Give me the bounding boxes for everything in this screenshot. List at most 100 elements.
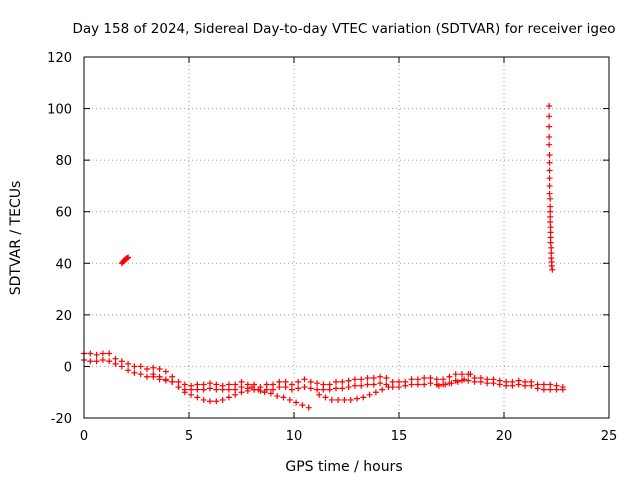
data-point bbox=[316, 391, 323, 398]
data-point bbox=[364, 381, 371, 388]
data-point bbox=[341, 396, 348, 403]
data-point bbox=[286, 396, 293, 403]
x-tick-label: 0 bbox=[80, 429, 88, 444]
data-point bbox=[194, 381, 201, 388]
data-point bbox=[326, 381, 333, 388]
series-streak-10h bbox=[249, 384, 312, 411]
data-point bbox=[270, 386, 276, 393]
data-point bbox=[320, 386, 327, 393]
chart-title: Day 158 of 2024, Sidereal Day-to-day VTE… bbox=[72, 21, 615, 37]
data-point bbox=[322, 394, 329, 401]
data-point bbox=[427, 380, 434, 387]
data-point bbox=[144, 366, 150, 373]
data-point bbox=[546, 190, 553, 197]
data-point bbox=[106, 358, 113, 365]
data-point bbox=[446, 373, 453, 380]
data-point bbox=[484, 380, 491, 387]
data-point bbox=[320, 381, 327, 388]
data-point bbox=[546, 175, 553, 182]
data-point bbox=[295, 385, 302, 392]
data-point bbox=[270, 381, 276, 388]
data-point bbox=[377, 373, 384, 380]
data-point bbox=[427, 375, 434, 382]
data-point bbox=[370, 375, 377, 382]
data-point bbox=[219, 386, 226, 393]
data-point bbox=[465, 377, 472, 384]
data-point bbox=[515, 381, 522, 388]
x-tick-label: 10 bbox=[286, 429, 303, 444]
data-point bbox=[540, 381, 547, 388]
data-point bbox=[238, 378, 245, 385]
series-arc-12h bbox=[316, 384, 392, 403]
data-point bbox=[477, 378, 484, 385]
data-point bbox=[162, 376, 169, 383]
data-point bbox=[261, 389, 268, 396]
data-point bbox=[339, 378, 346, 385]
data-point bbox=[188, 386, 195, 393]
data-point bbox=[546, 182, 553, 189]
data-point bbox=[118, 363, 125, 370]
data-point bbox=[547, 239, 554, 246]
data-point bbox=[150, 371, 157, 378]
series-arc-17h bbox=[435, 371, 474, 389]
data-point bbox=[225, 386, 232, 393]
data-point bbox=[276, 384, 283, 391]
data-point bbox=[175, 378, 182, 385]
data-point bbox=[408, 376, 415, 383]
data-point bbox=[87, 358, 94, 365]
data-point bbox=[549, 266, 556, 273]
data-point bbox=[358, 376, 365, 383]
data-point bbox=[293, 399, 300, 406]
data-point bbox=[188, 391, 195, 398]
data-point bbox=[295, 378, 302, 385]
data-point bbox=[546, 167, 553, 174]
axis-ticks bbox=[83, 56, 610, 419]
data-point bbox=[366, 391, 373, 398]
data-point bbox=[345, 377, 352, 384]
data-point bbox=[267, 390, 274, 397]
data-point bbox=[144, 373, 150, 380]
y-tick-label: 60 bbox=[55, 206, 72, 221]
data-point bbox=[546, 141, 553, 148]
data-point bbox=[200, 381, 207, 388]
data-point bbox=[435, 382, 442, 389]
data-point bbox=[124, 255, 131, 262]
series-outlier-2h bbox=[118, 254, 132, 267]
data-point bbox=[131, 369, 138, 376]
data-point bbox=[137, 363, 144, 370]
data-point bbox=[194, 394, 201, 401]
data-point bbox=[351, 382, 358, 389]
series-arc-6h bbox=[150, 371, 258, 405]
data-point bbox=[546, 151, 553, 158]
data-point bbox=[194, 386, 201, 393]
data-point bbox=[219, 396, 226, 403]
y-axis-label: SDTVAR / TECUs bbox=[8, 181, 24, 296]
data-point bbox=[509, 382, 516, 389]
data-point bbox=[379, 386, 386, 393]
data-point bbox=[150, 364, 157, 371]
data-point bbox=[333, 378, 339, 385]
data-point bbox=[118, 358, 125, 365]
y-tick-label: 0 bbox=[64, 360, 72, 375]
data-point bbox=[546, 113, 553, 120]
data-point bbox=[301, 376, 308, 383]
data-point bbox=[364, 375, 371, 382]
data-point bbox=[402, 382, 409, 389]
plot-frame bbox=[83, 56, 610, 419]
data-point bbox=[452, 371, 459, 378]
data-point bbox=[354, 395, 360, 402]
data-point bbox=[547, 381, 554, 388]
series-band-upper bbox=[81, 350, 566, 391]
data-point bbox=[93, 358, 100, 365]
data-point bbox=[282, 384, 289, 391]
data-point bbox=[490, 380, 497, 387]
data-point bbox=[385, 384, 392, 391]
y-tick-label: 40 bbox=[55, 257, 72, 272]
data-point bbox=[238, 389, 245, 396]
data-point bbox=[467, 371, 474, 378]
data-point bbox=[232, 381, 239, 388]
data-point bbox=[414, 376, 421, 383]
data-point bbox=[360, 394, 367, 401]
data-point bbox=[377, 380, 384, 387]
data-point bbox=[396, 384, 402, 391]
